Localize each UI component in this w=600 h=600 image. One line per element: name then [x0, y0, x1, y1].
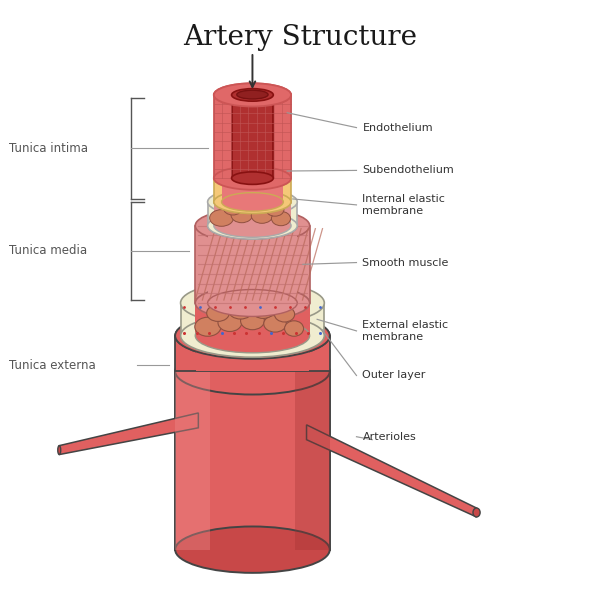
Ellipse shape: [214, 83, 291, 107]
Ellipse shape: [181, 314, 325, 357]
Ellipse shape: [206, 305, 229, 322]
Polygon shape: [181, 303, 325, 335]
Text: Outer layer: Outer layer: [362, 370, 426, 380]
Ellipse shape: [175, 526, 330, 573]
Text: Artery Structure: Artery Structure: [183, 23, 417, 50]
Ellipse shape: [221, 193, 283, 211]
Ellipse shape: [195, 319, 310, 353]
Ellipse shape: [252, 302, 274, 319]
Ellipse shape: [208, 188, 297, 215]
Polygon shape: [307, 425, 476, 517]
Text: Tunica intima: Tunica intima: [9, 142, 88, 155]
Ellipse shape: [266, 203, 284, 216]
Ellipse shape: [208, 212, 297, 239]
Ellipse shape: [271, 211, 290, 226]
Ellipse shape: [229, 302, 253, 319]
Ellipse shape: [175, 348, 330, 395]
Ellipse shape: [175, 313, 330, 359]
Ellipse shape: [195, 286, 310, 320]
Polygon shape: [295, 371, 330, 550]
Text: Arterioles: Arterioles: [362, 432, 416, 442]
Text: Subendothelium: Subendothelium: [362, 166, 454, 175]
Ellipse shape: [196, 319, 309, 353]
Ellipse shape: [237, 90, 268, 99]
Text: Tunica externa: Tunica externa: [9, 359, 95, 372]
Ellipse shape: [214, 167, 291, 190]
Polygon shape: [214, 95, 291, 178]
Ellipse shape: [208, 290, 297, 316]
Ellipse shape: [241, 312, 265, 330]
Polygon shape: [214, 202, 291, 226]
Ellipse shape: [223, 201, 242, 215]
Ellipse shape: [208, 212, 297, 239]
Ellipse shape: [284, 321, 304, 336]
Ellipse shape: [231, 207, 253, 223]
Ellipse shape: [214, 83, 291, 107]
Ellipse shape: [264, 316, 286, 332]
Ellipse shape: [214, 167, 291, 190]
Text: Internal elastic
membrane: Internal elastic membrane: [362, 194, 445, 216]
Polygon shape: [208, 202, 297, 226]
Text: Endothelium: Endothelium: [362, 122, 433, 133]
Polygon shape: [214, 178, 291, 202]
Ellipse shape: [195, 209, 310, 243]
Ellipse shape: [195, 286, 310, 320]
Ellipse shape: [218, 314, 242, 332]
Ellipse shape: [58, 446, 61, 455]
Polygon shape: [175, 371, 210, 550]
Text: External elastic
membrane: External elastic membrane: [362, 320, 449, 342]
Ellipse shape: [251, 208, 272, 223]
Ellipse shape: [214, 214, 291, 237]
Polygon shape: [175, 335, 330, 371]
Ellipse shape: [214, 190, 291, 214]
Polygon shape: [59, 413, 199, 455]
Ellipse shape: [232, 172, 274, 184]
Polygon shape: [208, 226, 297, 303]
Ellipse shape: [274, 307, 295, 322]
Polygon shape: [175, 371, 330, 550]
Ellipse shape: [473, 508, 480, 517]
Polygon shape: [195, 303, 310, 335]
Ellipse shape: [245, 199, 266, 213]
Polygon shape: [195, 226, 310, 303]
Ellipse shape: [232, 89, 274, 101]
Ellipse shape: [232, 89, 274, 101]
Polygon shape: [232, 95, 274, 178]
Ellipse shape: [214, 190, 291, 214]
Text: Smooth muscle: Smooth muscle: [362, 257, 449, 268]
Polygon shape: [221, 178, 283, 202]
Ellipse shape: [221, 169, 283, 187]
Ellipse shape: [175, 313, 330, 359]
Ellipse shape: [181, 281, 325, 325]
Ellipse shape: [209, 209, 233, 226]
Ellipse shape: [195, 317, 221, 336]
Text: Tunica media: Tunica media: [9, 244, 87, 257]
Polygon shape: [196, 335, 309, 371]
